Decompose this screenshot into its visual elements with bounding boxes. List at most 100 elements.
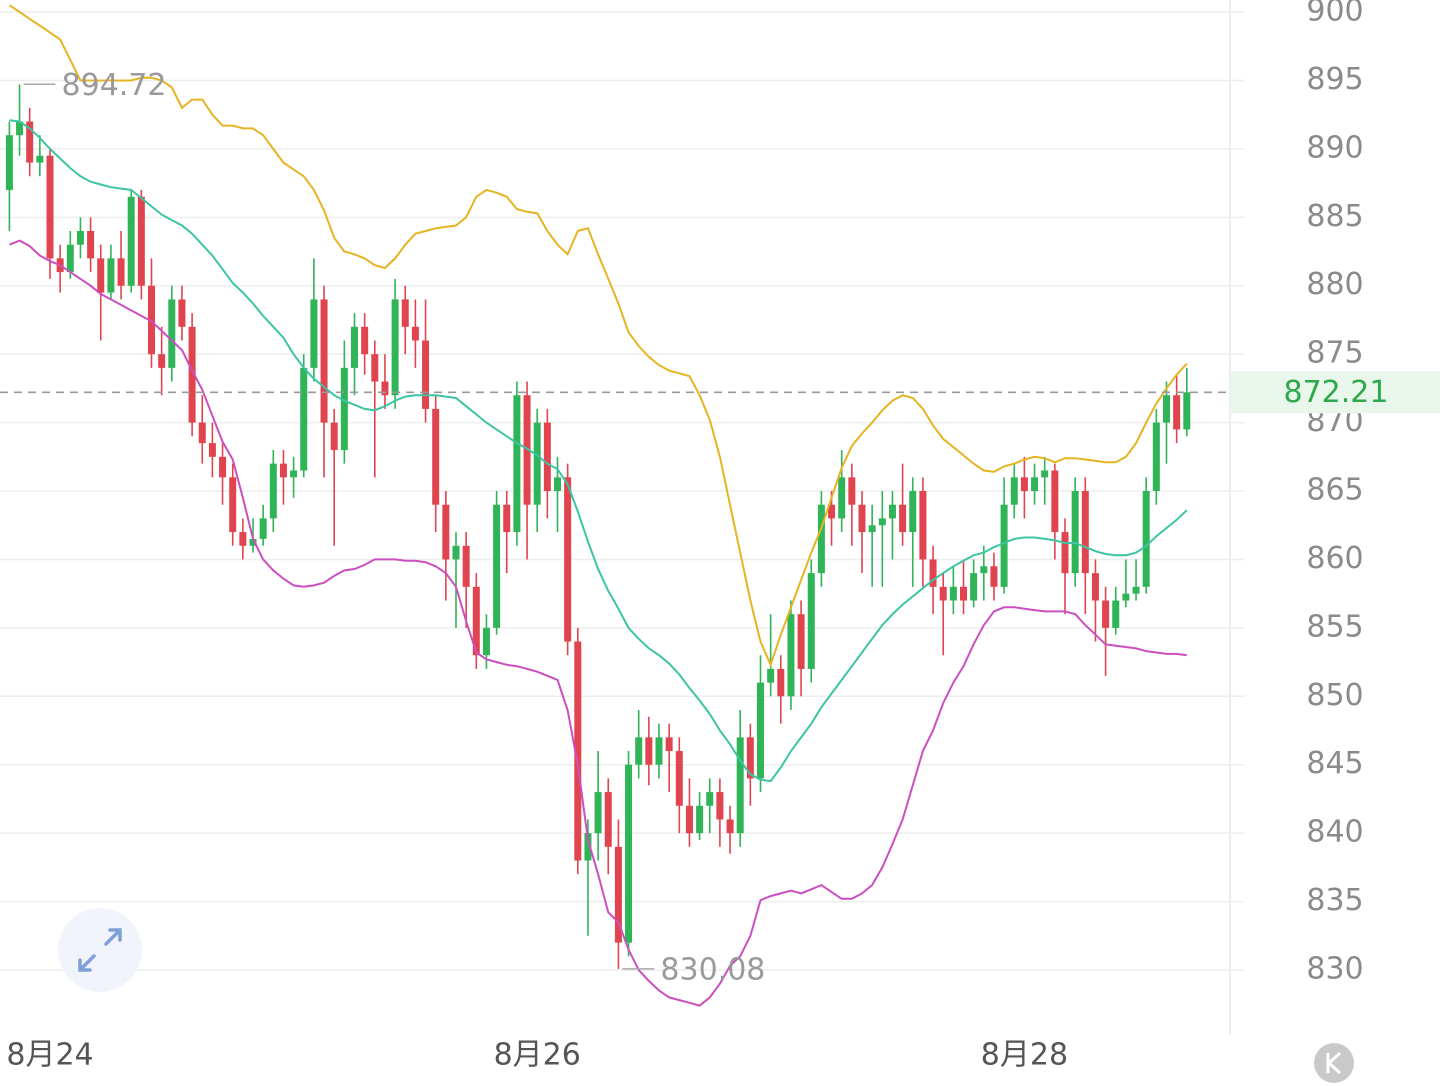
y-tick-label: 890 [1306, 130, 1363, 165]
candle-body [1071, 491, 1079, 574]
y-tick-label: 840 [1306, 815, 1363, 850]
candle-body [828, 504, 836, 519]
candle-body [229, 477, 237, 533]
candle-body [259, 518, 267, 539]
candle-body [66, 244, 74, 273]
candle-body [1010, 477, 1018, 505]
candle-body [107, 258, 115, 293]
candle-body [46, 155, 54, 259]
candle-body [878, 518, 886, 526]
candle-body [351, 326, 358, 368]
candle-body [391, 299, 399, 396]
candle-body [807, 573, 815, 669]
x-tick-label: 8月28 [981, 1038, 1068, 1073]
candle-body [493, 504, 501, 628]
candle-body [411, 326, 419, 341]
candle-body [696, 805, 704, 834]
candle-body [219, 456, 227, 478]
candle-body [797, 614, 805, 669]
candle-body [208, 443, 216, 457]
candle-body [249, 538, 257, 546]
candle-body [168, 299, 176, 368]
expand-button[interactable] [58, 908, 142, 992]
y-tick-label: 865 [1306, 473, 1363, 508]
candle-body [767, 668, 775, 683]
low-marker-label: 830.08 [660, 952, 765, 987]
x-tick-label: 8月24 [6, 1038, 93, 1073]
candle-body [949, 586, 957, 601]
candle-body [939, 586, 947, 601]
candle-body [1000, 504, 1008, 587]
candle-body [543, 422, 551, 492]
candle-body [645, 737, 653, 765]
y-tick-label: 830 [1306, 951, 1363, 986]
candle-body [472, 586, 480, 656]
band-line [9, 239, 1187, 1007]
band-line [9, 119, 1188, 783]
candle-body [574, 641, 582, 861]
y-tick-label: 885 [1306, 199, 1363, 234]
candle-body [340, 367, 348, 450]
candle-body [26, 121, 34, 163]
candle-body [462, 545, 470, 587]
candle-body [401, 299, 409, 327]
candle-body [625, 764, 633, 943]
candle-body [919, 491, 927, 560]
candle-body [1163, 395, 1170, 423]
candle-body [198, 422, 206, 444]
candle-body [97, 258, 105, 293]
candle-body [5, 135, 13, 190]
last-price-label: 872.21 [1284, 375, 1389, 410]
candle-body [381, 381, 389, 396]
y-axis: 8308358408458508558608658708758808858908… [1306, 0, 1363, 986]
candle-body [706, 792, 714, 806]
k-button[interactable] [1314, 1043, 1354, 1083]
candle-body [1031, 477, 1039, 492]
high-marker-label: 894.72 [62, 68, 167, 103]
candle-body [239, 532, 247, 546]
candle-body [848, 477, 856, 505]
candle-body [1102, 600, 1110, 628]
candle-body [482, 627, 490, 656]
y-tick-label: 875 [1306, 336, 1363, 371]
candle-body [36, 155, 44, 163]
candle-body [513, 395, 521, 533]
candle-body [990, 566, 998, 587]
candle-body [655, 737, 663, 765]
candle-body [442, 504, 450, 560]
candle-body [137, 196, 145, 286]
candle-body [1091, 573, 1099, 601]
candle-body [1020, 477, 1028, 492]
candle-body [757, 682, 764, 779]
candle-body [87, 231, 95, 259]
y-tick-label: 855 [1306, 609, 1363, 644]
candle-body [614, 846, 622, 943]
candle-body [503, 504, 511, 533]
candle-body [838, 477, 846, 519]
candle-body [310, 299, 318, 368]
candle-body [787, 614, 795, 697]
band-line [8, 4, 1188, 668]
candle-body [533, 422, 541, 505]
candle-body [300, 367, 308, 471]
candle-body [746, 737, 754, 779]
last-price-box [1230, 371, 1440, 414]
plot-area [5, 4, 1191, 1007]
candle-body [422, 340, 430, 409]
candle-body [320, 299, 328, 423]
candle-body [432, 408, 440, 505]
candle-body [1183, 392, 1191, 430]
candle-body [584, 833, 592, 861]
y-tick-label: 880 [1306, 267, 1363, 302]
candle-body [117, 258, 125, 286]
candle-body [564, 477, 572, 642]
candle-body [1152, 422, 1160, 492]
candle-body [1142, 491, 1150, 587]
candle-body [1173, 395, 1181, 430]
candle-body [726, 819, 734, 834]
candle-body [76, 231, 84, 245]
candle-body [523, 395, 531, 505]
candle-body [1081, 491, 1089, 574]
candle-body [1122, 593, 1130, 601]
